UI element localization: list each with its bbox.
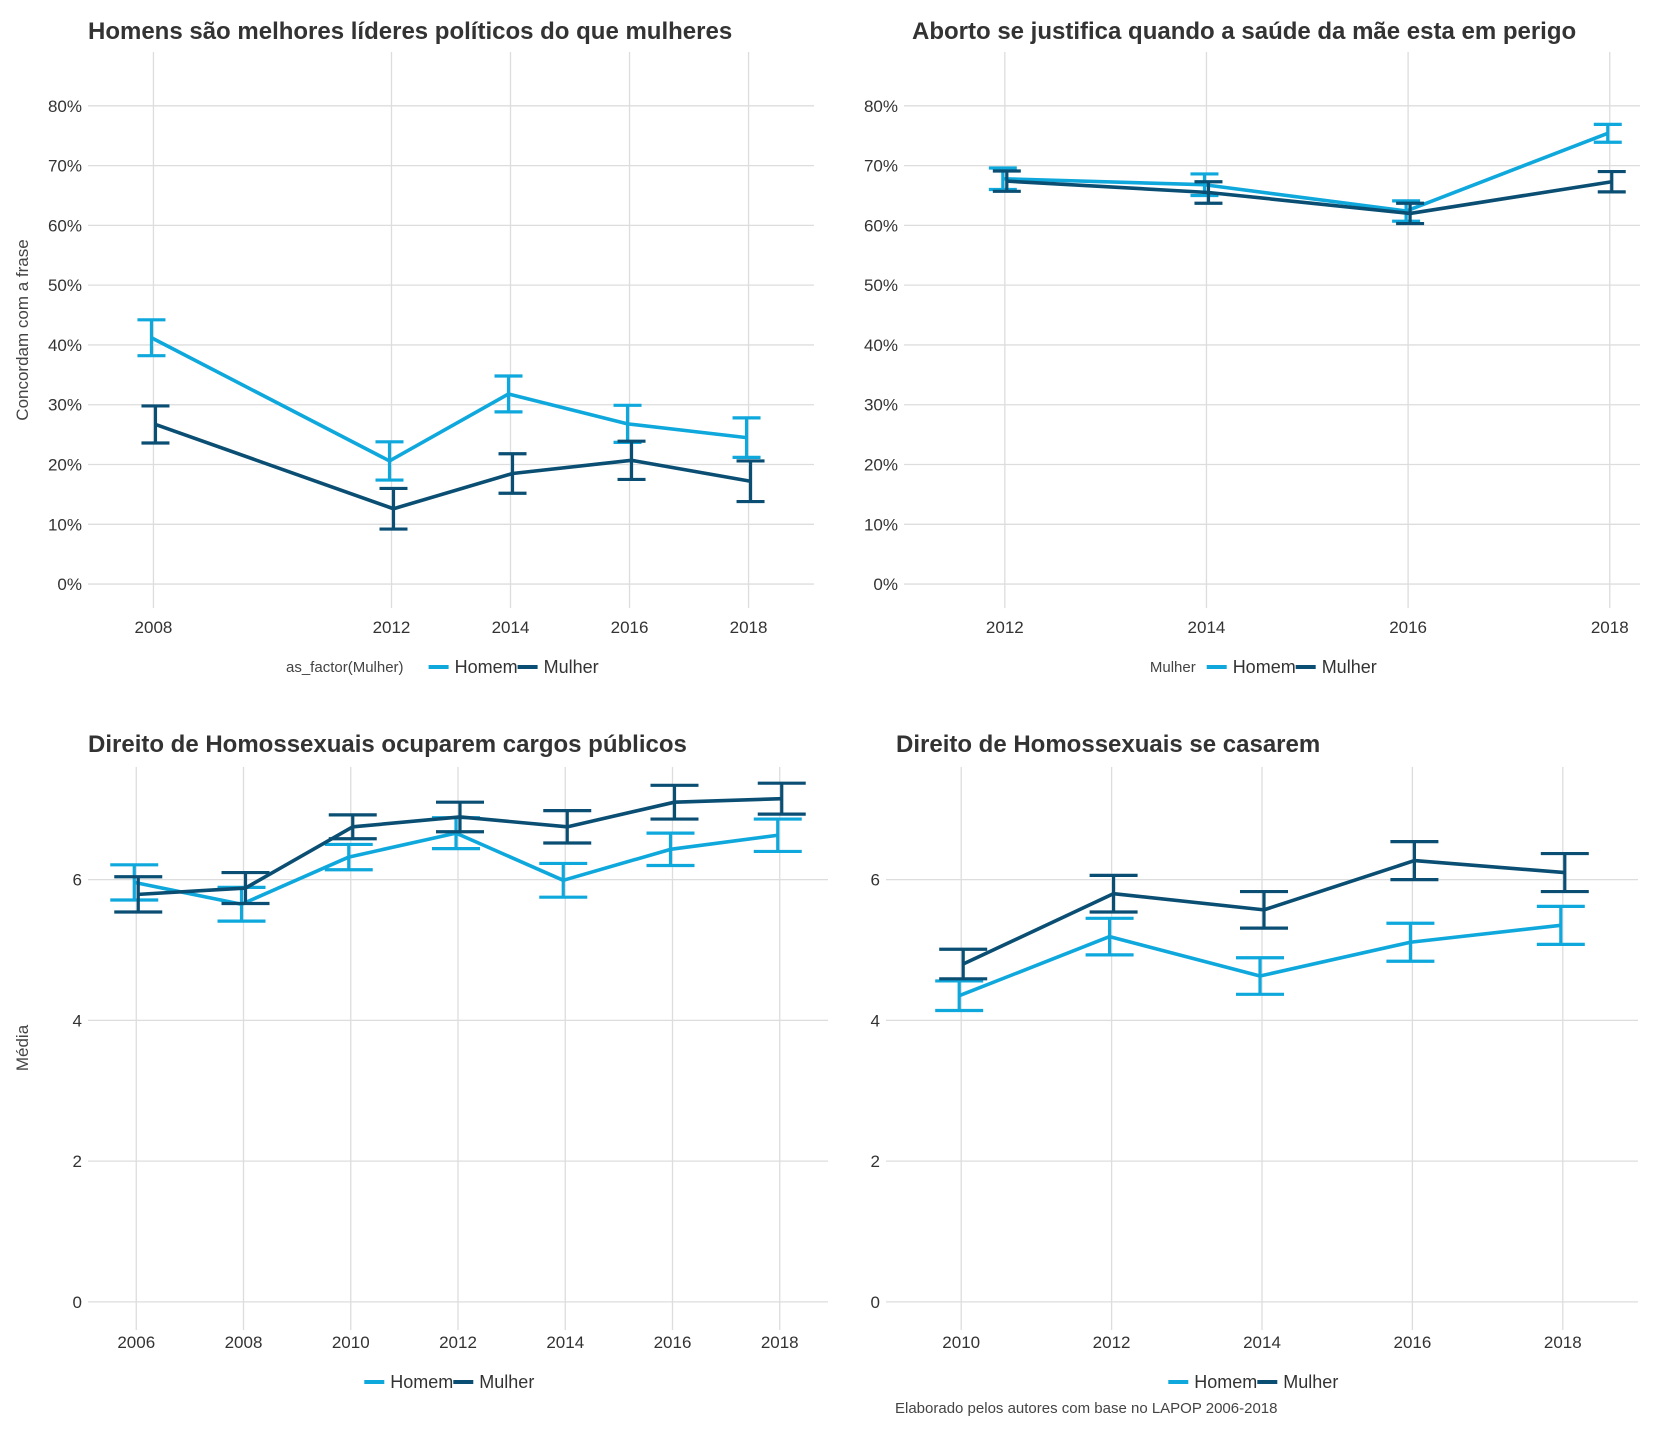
y-tick-label: 40% bbox=[864, 336, 898, 355]
x-tick-label: 2018 bbox=[730, 618, 768, 637]
y-tick-label: 30% bbox=[864, 396, 898, 415]
x-tick-label: 2012 bbox=[439, 1333, 477, 1352]
y-tick-label: 0 bbox=[871, 1293, 880, 1312]
x-tick-label: 2012 bbox=[1093, 1333, 1131, 1352]
chart-title: Direito de Homossexuais se casarem bbox=[896, 731, 1320, 758]
x-tick-label: 2006 bbox=[117, 1333, 155, 1352]
legend-title: as_factor(Mulher) bbox=[286, 659, 404, 676]
x-tick-label: 2018 bbox=[1544, 1333, 1582, 1352]
chart-panel-leaders: 0% 10% 20% 30% 40% 50% 60% 70% 80% 2008 2012 2014 20… bbox=[13, 18, 814, 677]
y-tick-label: 6 bbox=[73, 871, 82, 890]
x-tick-label: 2014 bbox=[1188, 618, 1226, 637]
y-tick-label: 60% bbox=[48, 216, 82, 235]
legend: Homem Mulher bbox=[1168, 1372, 1338, 1392]
series-line-homem bbox=[150, 336, 747, 463]
y-tick-label: 50% bbox=[864, 276, 898, 295]
legend-label: Homem bbox=[1233, 657, 1296, 677]
x-tick-label: 2016 bbox=[1389, 618, 1427, 637]
legend-label: Homem bbox=[1194, 1372, 1257, 1392]
y-tick-label: 70% bbox=[864, 157, 898, 176]
x-tick-label: 2010 bbox=[332, 1333, 370, 1352]
x-tick-label: 2016 bbox=[654, 1333, 692, 1352]
y-tick-label: 80% bbox=[864, 97, 898, 116]
x-tick-label: 2012 bbox=[373, 618, 411, 637]
x-tick-label: 2016 bbox=[611, 618, 649, 637]
y-tick-label: 2 bbox=[73, 1152, 82, 1171]
chart-title: Direito de Homossexuais ocuparem cargos … bbox=[88, 731, 687, 758]
x-tick-label: 2016 bbox=[1393, 1333, 1431, 1352]
chart-panel-marriage: 0 2 4 6 2010 2012 2014 2016 2018 Direito de Homos… bbox=[871, 731, 1638, 1392]
x-tick-label: 2010 bbox=[942, 1333, 980, 1352]
y-tick-label: 70% bbox=[48, 157, 82, 176]
y-tick-label: 0 bbox=[73, 1293, 82, 1312]
x-tick-label: 2014 bbox=[1243, 1333, 1281, 1352]
legend-label: Homem bbox=[390, 1372, 453, 1392]
series-line-homem bbox=[958, 923, 1562, 998]
x-tick-label: 2008 bbox=[135, 618, 173, 637]
series-line-mulher bbox=[1006, 179, 1613, 216]
legend: Mulher Homem Mulher bbox=[1150, 657, 1377, 677]
x-tick-label: 2014 bbox=[546, 1333, 584, 1352]
y-tick-label: 2 bbox=[871, 1152, 880, 1171]
y-tick-label: 50% bbox=[48, 276, 82, 295]
legend: as_factor(Mulher) Homem Mulher bbox=[286, 657, 599, 677]
legend-label: Mulher bbox=[1283, 1372, 1338, 1392]
series-line-homem bbox=[1002, 131, 1609, 213]
legend-label: Homem bbox=[455, 657, 518, 677]
y-tick-label: 0% bbox=[873, 575, 898, 594]
y-axis-label: Concordam com a frase bbox=[13, 239, 32, 420]
y-tick-label: 30% bbox=[48, 396, 82, 415]
legend-title: Mulher bbox=[1150, 659, 1196, 676]
legend: Homem Mulher bbox=[364, 1372, 534, 1392]
figure-caption: Elaborado pelos autores com base no LAPO… bbox=[895, 1400, 1278, 1417]
y-tick-label: 80% bbox=[48, 97, 82, 116]
chart-title: Homens são melhores líderes políticos do… bbox=[88, 18, 732, 45]
x-tick-label: 2018 bbox=[761, 1333, 799, 1352]
y-tick-label: 60% bbox=[864, 216, 898, 235]
y-tick-label: 0% bbox=[57, 575, 82, 594]
legend-label: Mulher bbox=[479, 1372, 534, 1392]
y-tick-label: 40% bbox=[48, 336, 82, 355]
y-tick-label: 10% bbox=[48, 515, 82, 534]
x-tick-label: 2018 bbox=[1591, 618, 1629, 637]
x-tick-label: 2008 bbox=[225, 1333, 263, 1352]
x-tick-label: 2012 bbox=[986, 618, 1024, 637]
series-line-mulher bbox=[154, 422, 751, 511]
y-axis-label: Média bbox=[13, 1024, 32, 1071]
series-line-mulher bbox=[138, 796, 782, 897]
y-tick-label: 20% bbox=[864, 456, 898, 475]
y-tick-label: 4 bbox=[73, 1011, 82, 1030]
y-tick-label: 6 bbox=[871, 871, 880, 890]
series-line-mulher bbox=[962, 858, 1565, 966]
chart-panel-public-office: 0 2 4 6 2006 2008 2010 2012 2014 2016 2018 Direito … bbox=[13, 731, 828, 1392]
chart-panel-abortion: 0% 10% 20% 30% 40% 50% 60% 70% 80% 2012 2014 2016 20… bbox=[864, 18, 1640, 677]
x-tick-label: 2014 bbox=[492, 618, 530, 637]
y-tick-label: 20% bbox=[48, 456, 82, 475]
legend-label: Mulher bbox=[544, 657, 599, 677]
y-tick-label: 10% bbox=[864, 515, 898, 534]
y-tick-label: 4 bbox=[871, 1011, 880, 1030]
chart-title: Aborto se justifica quando a saúde da mã… bbox=[912, 18, 1576, 45]
legend-label: Mulher bbox=[1322, 657, 1377, 677]
